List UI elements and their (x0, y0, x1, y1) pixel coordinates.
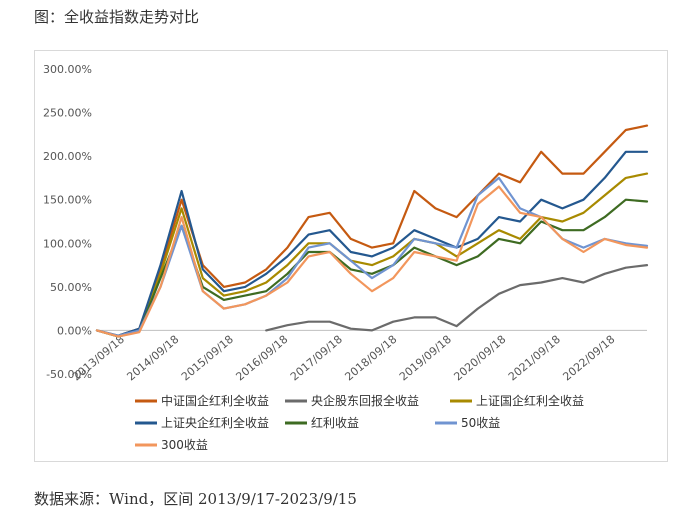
legend-item: 300收益 (135, 438, 208, 452)
x-tick-label: 2017/09/18 (288, 333, 345, 384)
series-line (95, 150, 649, 337)
y-tick-label: 50.00% (50, 281, 92, 294)
legend-label: 50收益 (461, 416, 500, 430)
y-axis-ticks: -50.00% 0.00% 50.00% 100.00% 150.00% 200.00% 2… (43, 63, 92, 381)
legend-label: 中证国企红利全收益 (161, 393, 269, 408)
y-tick-label: 0.00% (57, 324, 92, 337)
legend-item: 上证国企红利全收益 (450, 393, 584, 408)
legend-label: 300收益 (161, 438, 208, 452)
x-tick-label: 2016/09/18 (234, 333, 291, 384)
series-line (95, 172, 649, 338)
x-tick-label: 2022/09/18 (561, 333, 618, 384)
x-tick-label: 2020/09/18 (452, 333, 509, 384)
y-tick-label: 150.00% (43, 194, 92, 207)
series-line (265, 264, 649, 332)
legend-item: 央企股东回报全收益 (285, 393, 419, 408)
legend-item: 50收益 (435, 416, 500, 430)
figure-title: 图：全收益指数走势对比 (34, 8, 200, 26)
legend-label: 央企股东回报全收益 (311, 393, 419, 408)
y-tick-label: 300.00% (43, 63, 92, 76)
y-tick-label: 100.00% (43, 237, 92, 250)
series-line (95, 124, 649, 337)
x-tick-label: 2014/09/18 (125, 333, 182, 384)
data-source-note: 数据来源：Wind，区间 2013/9/17-2023/9/15 (34, 490, 357, 508)
legend-label: 上证国企红利全收益 (476, 393, 584, 408)
y-tick-label: 200.00% (43, 150, 92, 163)
legend-label: 上证央企红利全收益 (161, 415, 269, 430)
legend-item: 上证央企红利全收益 (135, 415, 269, 430)
x-axis-ticks: 2013/09/182014/09/182015/09/182016/09/18… (70, 333, 617, 384)
legend-item: 中证国企红利全收益 (135, 393, 269, 408)
series-lines (95, 124, 649, 338)
chart-frame: -50.00% 0.00% 50.00% 100.00% 150.00% 200.00% 2… (34, 50, 668, 462)
x-tick-label: 2013/09/18 (70, 333, 127, 384)
x-tick-label: 2019/09/18 (397, 333, 454, 384)
y-tick-label: 250.00% (43, 107, 92, 120)
x-tick-label: 2021/09/18 (506, 333, 563, 384)
legend-item: 红利收益 (285, 415, 359, 430)
y-tick-label: -50.00% (46, 368, 92, 381)
x-tick-label: 2015/09/18 (179, 333, 236, 384)
x-tick-label: 2018/09/18 (343, 333, 400, 384)
legend-label: 红利收益 (311, 415, 359, 430)
line-chart: -50.00% 0.00% 50.00% 100.00% 150.00% 200.00% 2… (43, 63, 649, 452)
series-line (95, 185, 649, 338)
